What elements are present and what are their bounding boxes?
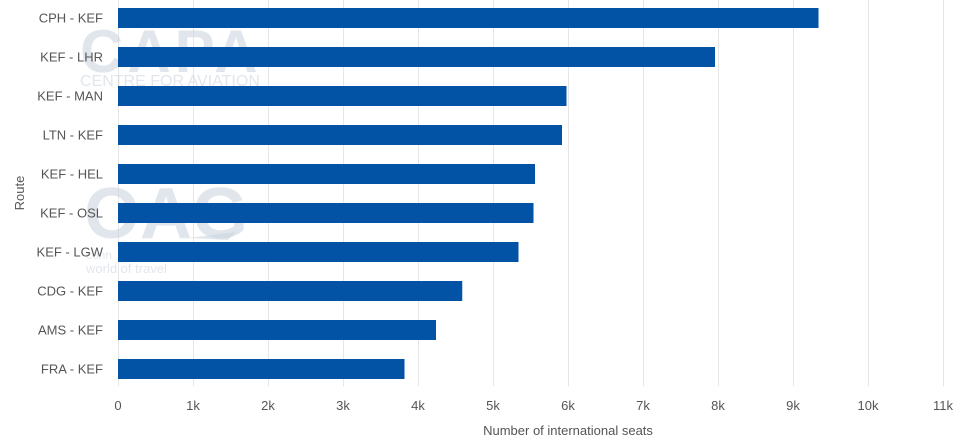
bar[interactable] bbox=[118, 359, 405, 379]
category-label: KEF - OSL bbox=[40, 206, 103, 221]
category-label: FRA - KEF bbox=[41, 362, 103, 377]
x-tick-label: 3k bbox=[336, 398, 350, 413]
category-label: CPH - KEF bbox=[39, 11, 103, 26]
oag-tagline-watermark-1: conn bbox=[86, 248, 112, 262]
oag-tagline-watermark-2: world of travel bbox=[85, 261, 167, 276]
bar[interactable] bbox=[118, 47, 715, 67]
x-axis-title: Number of international seats bbox=[483, 423, 653, 438]
x-tick-label: 4k bbox=[411, 398, 425, 413]
capa-tagline-watermark: CENTRE FOR AVIATION bbox=[80, 73, 260, 90]
x-tick-label: 6k bbox=[561, 398, 575, 413]
category-label: LTN - KEF bbox=[43, 128, 103, 143]
x-tick-label: 7k bbox=[636, 398, 650, 413]
category-label: KEF - MAN bbox=[37, 89, 103, 104]
x-tick-label: 11k bbox=[933, 398, 953, 413]
category-label: KEF - LGW bbox=[37, 245, 104, 260]
x-tick-label: 8k bbox=[711, 398, 725, 413]
bar[interactable] bbox=[118, 125, 562, 145]
x-tick-labels: 0 1k 2k 3k 4k 5k 6k 7k 8k 9k 10k 11k bbox=[114, 398, 953, 413]
x-tick-label: 0 bbox=[114, 398, 121, 413]
bars bbox=[118, 8, 819, 379]
bar[interactable] bbox=[118, 164, 535, 184]
x-tick-label: 2k bbox=[261, 398, 275, 413]
category-label: KEF - LHR bbox=[40, 50, 103, 65]
bar[interactable] bbox=[118, 203, 534, 223]
category-labels: CPH - KEF KEF - LHR KEF - MAN LTN - KEF KEF … bbox=[37, 11, 104, 377]
x-tick-label: 1k bbox=[186, 398, 200, 413]
plane-icon bbox=[188, 232, 236, 240]
bar[interactable] bbox=[118, 281, 463, 301]
category-label: KEF - HEL bbox=[41, 167, 103, 182]
bar[interactable] bbox=[118, 8, 819, 28]
x-tick-label: 10k bbox=[858, 398, 879, 413]
bar[interactable] bbox=[118, 320, 436, 340]
x-tick-label: 5k bbox=[486, 398, 500, 413]
bar[interactable] bbox=[118, 242, 519, 262]
bar[interactable] bbox=[118, 86, 567, 106]
category-label: CDG - KEF bbox=[37, 284, 103, 299]
category-label: AMS - KEF bbox=[38, 323, 103, 338]
x-tick-label: 9k bbox=[786, 398, 800, 413]
y-axis-title: Route bbox=[12, 176, 27, 211]
